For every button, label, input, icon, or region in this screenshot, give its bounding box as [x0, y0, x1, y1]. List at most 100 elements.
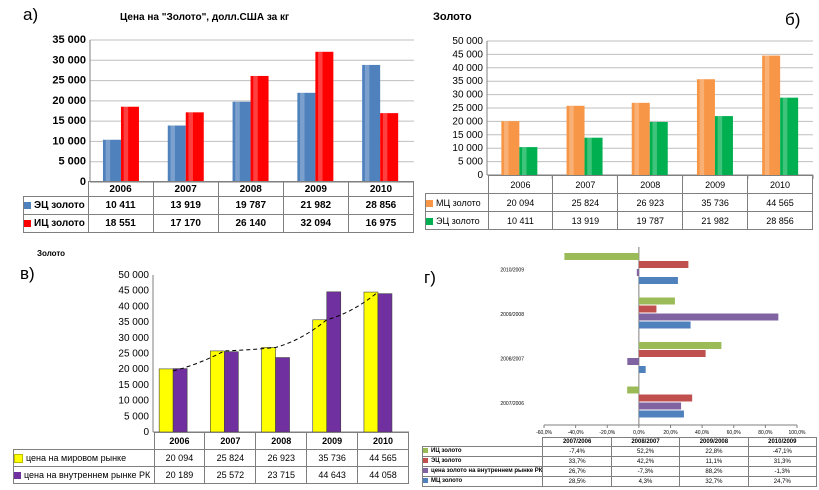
b-bar-highlight [634, 102, 639, 175]
c-val: 35 736 [306, 449, 359, 467]
b-y-tick: 40 000 [452, 63, 483, 74]
d-val: -1,3% [747, 466, 818, 477]
a-bar [362, 64, 381, 182]
d-bar [638, 305, 657, 313]
b-bar-highlight [587, 137, 592, 175]
c-y-tick: 20 000 [118, 364, 149, 375]
b-val: 10 411 [487, 211, 554, 230]
a-val: 19 787 [217, 196, 284, 215]
d-bar [627, 386, 639, 394]
d-x-tick: 60,0% [727, 430, 742, 436]
d-x-tick: -20,0% [599, 430, 615, 436]
chart-b-plot: 0 5 000 10 000 15 000 20 000 25 000 30 000 35 0… [452, 36, 814, 181]
b-y-tick: 15 000 [452, 130, 483, 141]
a-bar [102, 139, 121, 182]
chart-b-data-table: 2006 2007 2008 2009 2010 МЦ золото 20 09… [425, 175, 813, 230]
b-bar [780, 97, 799, 175]
a-legend-ec: ЭЦ золото [23, 196, 89, 215]
c-bar [210, 350, 225, 433]
chart-c-data-table: 2006 2007 2008 2009 2010 цена на мировом… [13, 432, 409, 484]
b-bar-highlight [782, 97, 788, 175]
c-val: 23 715 [255, 466, 308, 484]
b-val: 35 736 [682, 193, 749, 212]
chart-a-plot: 0 5 000 10 000 15 000 20 000 25 000 30 000 35 0… [52, 34, 414, 188]
chart-a-title: Цена на "Золото", долл.США за кг [120, 12, 290, 23]
chart-d-plot: -60,0% -40,0% -20,0% 0,0% 20,0% 40,0% 60,0% 80,… [500, 247, 806, 436]
d-x-tick: 40,0% [695, 430, 710, 436]
d-val: 88,2% [679, 466, 749, 477]
c-val: 20 189 [153, 466, 206, 484]
a-y-tick: 10 000 [52, 135, 86, 147]
b-bar [631, 102, 650, 175]
a-y-tick: 5 000 [58, 156, 86, 168]
b-y-tick: 50 000 [452, 36, 483, 47]
c-cat: 2009 [306, 432, 359, 450]
a-bar-highlight [235, 101, 240, 182]
b-val: 28 856 [747, 211, 813, 230]
c-y-tick: 35 000 [118, 317, 149, 328]
a-bar-highlight [318, 51, 323, 183]
d-cat: 2009/2008 [679, 437, 749, 447]
b-bar [714, 116, 733, 175]
a-bar [380, 113, 399, 182]
d-val: -47,1% [747, 446, 818, 457]
c-bar [377, 293, 393, 433]
b-val: 44 565 [747, 193, 813, 212]
c-cat: 2007 [204, 432, 257, 450]
panel-letter-b: б) [785, 10, 801, 29]
d-legend-rk: цена золото на внутреннем рынке РК [421, 466, 544, 477]
c-y-tick: 10 000 [118, 396, 149, 407]
a-y-tick: 30 000 [52, 54, 86, 66]
chart-d: г) -60,0% -40,0% -20,0% 0,0% 20,0% 40,0% 60,0%… [420, 240, 819, 490]
b-cat: 2010 [747, 175, 813, 194]
a-bar [167, 125, 186, 182]
chart-a: а) Цена на "Золото", долл.США за кг 0 5 0… [0, 0, 419, 233]
d-val: 22,8% [679, 446, 749, 457]
c-bar [261, 347, 276, 433]
d-y-tick: 2007/2006 [500, 401, 524, 407]
b-y-tick: 45 000 [452, 49, 483, 60]
b-val: 20 094 [487, 193, 554, 212]
a-bar [120, 106, 139, 182]
d-val: 24,7% [747, 476, 818, 487]
d-y-tick: 2009/2008 [500, 312, 524, 318]
b-bar [566, 105, 585, 175]
a-y-tick: 0 [80, 176, 86, 188]
c-bar [158, 368, 174, 433]
d-bar [638, 350, 706, 357]
d-bar [627, 358, 639, 365]
d-bar [638, 394, 693, 402]
d-legend-ic: ИЦ золото [421, 446, 544, 457]
c-y-tick: 25 000 [118, 349, 149, 360]
d-val: 11,1% [679, 456, 749, 467]
a-val: 26 140 [217, 214, 284, 233]
d-val: 52,2% [610, 446, 681, 457]
chart-b: Золото б) 0 5 000 10 000 15 000 20 000 25 000… [420, 0, 819, 235]
panel-letter-a: а) [23, 5, 39, 24]
a-val: 28 856 [347, 196, 415, 215]
b-y-tick: 25 000 [452, 103, 483, 114]
b-val: 25 824 [552, 193, 619, 212]
a-y-tick: 25 000 [52, 75, 86, 87]
c-cat: 2008 [255, 432, 308, 450]
d-bar [638, 321, 691, 329]
a-bar-highlight [253, 75, 258, 182]
a-legend-ic: ИЦ золото [23, 214, 89, 233]
b-bar [519, 147, 538, 175]
c-legend-world: цена на мировом рынке [13, 449, 155, 467]
a-bar-highlight [300, 92, 305, 182]
b-legend-ec: ЭЦ золото [425, 211, 489, 230]
a-bar-highlight [105, 139, 111, 182]
d-cat: 2008/2007 [610, 437, 681, 447]
d-bar [638, 297, 675, 305]
b-y-tick: 35 000 [452, 76, 483, 87]
c-bar [363, 291, 379, 433]
d-y-tick: 2008/2007 [500, 356, 524, 362]
b-bar [696, 79, 715, 175]
a-bar [297, 92, 316, 182]
b-bar [584, 137, 603, 175]
d-val: 26,7% [542, 466, 612, 477]
chart-c: Золото в) 0 5 000 10 000 15 000 20 000 25 000… [0, 240, 419, 490]
a-bar-highlight [188, 112, 193, 182]
d-x-tick: 20,0% [663, 430, 678, 436]
